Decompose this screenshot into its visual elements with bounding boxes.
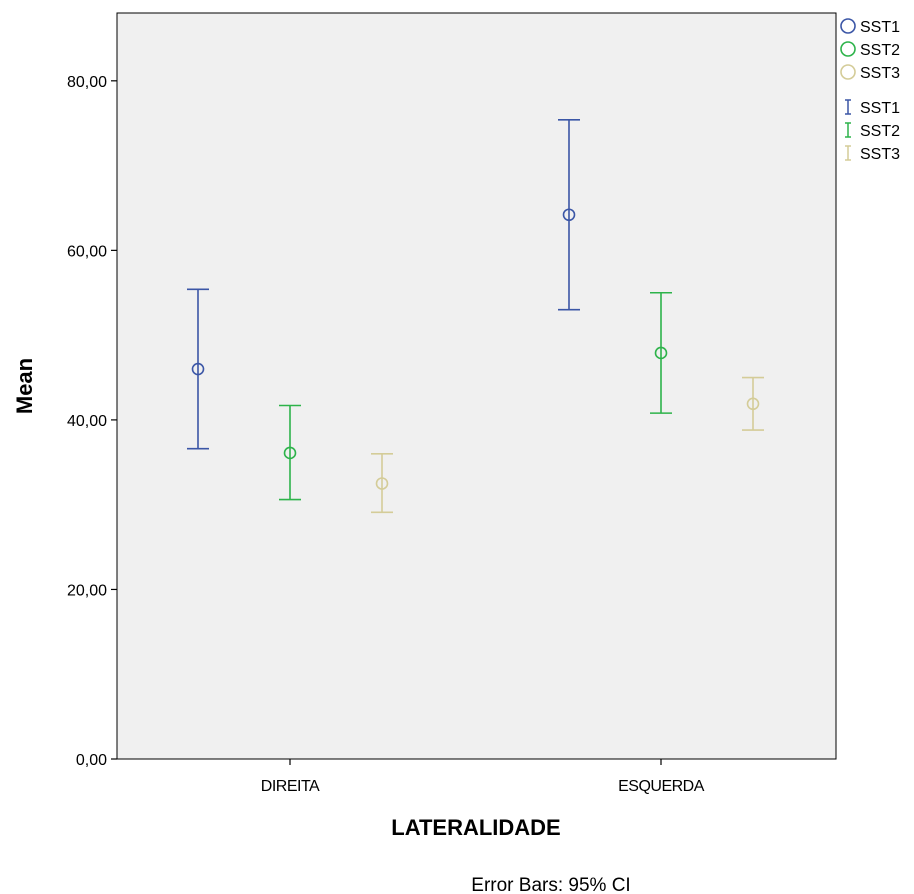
legend-marker-sst1 bbox=[840, 18, 856, 34]
legend-label: SST2 bbox=[860, 123, 900, 140]
legend-marker-sst2 bbox=[840, 41, 856, 57]
mean-marker bbox=[746, 397, 760, 411]
error-bar-sst3-esquerda bbox=[742, 376, 764, 431]
legend-label: SST3 bbox=[860, 65, 900, 82]
plot-background bbox=[116, 12, 837, 760]
mean-marker bbox=[191, 362, 205, 376]
y-tick-label: 40,00 bbox=[67, 413, 107, 430]
mean-marker bbox=[562, 208, 576, 222]
error-bar-sst3-direita bbox=[371, 453, 393, 514]
x-axis: DIREITA ESQUERDA bbox=[261, 759, 705, 795]
y-axis: 0,00 20,00 40,00 60,00 80,00 bbox=[67, 74, 117, 769]
y-axis-title: Mean bbox=[12, 358, 37, 414]
x-axis-title: LATERALIDADE bbox=[391, 815, 560, 840]
legend-label: SST1 bbox=[860, 100, 900, 117]
x-tick-label: ESQUERDA bbox=[618, 778, 705, 795]
x-tick-label: DIREITA bbox=[261, 778, 320, 795]
mean-marker bbox=[283, 446, 297, 460]
y-tick-label: 80,00 bbox=[67, 74, 107, 91]
error-bar-sst2-direita bbox=[279, 404, 301, 501]
legend-marker-sst3 bbox=[840, 64, 856, 80]
error-bar-sst1-direita bbox=[187, 288, 209, 450]
error-bars-note: Error Bars: 95% CI bbox=[471, 875, 630, 894]
mean-marker bbox=[654, 346, 668, 360]
mean-marker bbox=[375, 477, 389, 490]
legend-label: SST1 bbox=[860, 19, 900, 36]
legend: SST1 SST2 SST3 SST1 SST2 SST3 bbox=[840, 18, 900, 163]
error-bar-sst2-esquerda bbox=[650, 291, 672, 414]
legend-label: SST2 bbox=[860, 42, 900, 59]
legend-label: SST3 bbox=[860, 146, 900, 163]
error-bar-sst1-esquerda bbox=[558, 119, 580, 311]
y-tick-label: 20,00 bbox=[67, 582, 107, 599]
data-marks bbox=[187, 119, 764, 514]
y-tick-label: 0,00 bbox=[76, 752, 107, 769]
y-tick-label: 60,00 bbox=[67, 243, 107, 260]
